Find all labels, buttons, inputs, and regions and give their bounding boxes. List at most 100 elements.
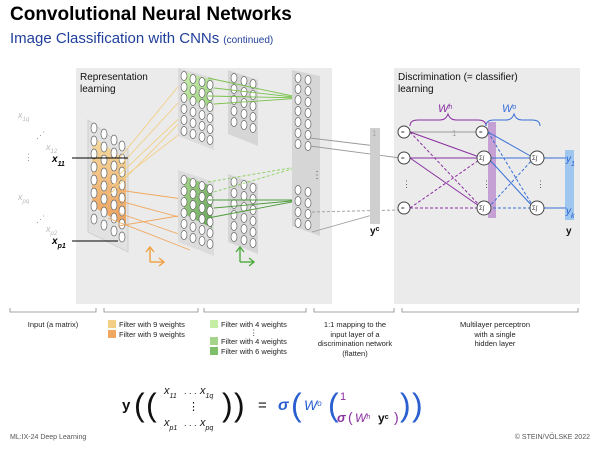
conv1-neuron [198,121,206,131]
pooled-neuron [294,84,302,94]
conv-to-pool-connections [207,77,303,219]
formula-paren-close-purple: ) [394,409,399,425]
input-neuron [110,186,118,198]
pooled-neuron [304,209,312,219]
formula-paren-open-outer: ( [134,387,145,423]
input-neuron [90,135,98,147]
discrimination-panel [394,68,580,304]
legend-item-green-1: Filter with 4 weights [210,320,287,329]
page-subtitle: Image Classification with CNNs (continued… [10,30,273,47]
input-node-eq-3: = [401,206,405,212]
label-x11: x11 [51,154,65,168]
conv2-neuron [240,109,248,119]
legend-orange: Filter with 9 weights Filter with 9 weig… [108,320,185,339]
formula-paren-open-purple: ( [348,409,353,425]
pooled-neuron [304,97,312,107]
mid-one-label: 1 [452,129,457,138]
mlp-hidden-dots: ⋮ [482,179,491,189]
pooled-neuron [304,187,312,197]
conv1-neuron [198,236,206,246]
label-x1q: x1q [17,110,30,123]
conv2-neuron [240,120,248,130]
conv1-neuron [180,219,188,229]
conv2-neuron [249,227,257,237]
conv1-neuron [206,135,214,145]
representation-panel-title: Representation learning [80,72,148,95]
pooled-neuron [304,108,312,118]
conv2-neuron [240,98,248,108]
cnn-diagram: ⋮ 1 yc Wh Wo 1 [9,68,580,313]
conv2-neuron [249,79,257,89]
conv1-neuron [180,71,188,81]
legend-label-green-1: Filter with 4 weights [221,320,287,329]
caption-flatten-line-2: input layer of a [330,329,380,339]
pooled-neuron [304,86,312,96]
conv1-neuron [198,181,206,191]
conv2-neuron [230,210,238,220]
legend-swatch-orange-1 [108,320,116,328]
conv1-neuron [180,82,188,92]
conv2-neuron [230,117,238,127]
discrimination-panel-title: Discrimination (= classifier) learning [398,72,518,95]
input-neuron [90,122,98,134]
input-neuron [110,199,118,211]
wh-brace [409,112,487,127]
conv2-neuron [230,199,238,209]
conv1-neuron [198,77,206,87]
legend-label-green-3: Filter with 6 weights [221,347,287,356]
formula-one: 1 [340,391,346,403]
formula-m-dots-bottom: . . . [184,418,197,428]
conv1-neuron [189,129,197,139]
conv1-neuron [189,211,197,221]
input-neuron [100,141,108,153]
input-node-eq-2: = [401,156,405,162]
conv1-neuron [198,225,206,235]
legend-item-green-dots: ⋮ [250,328,258,337]
conv2-neuron [230,177,238,187]
formula-paren-close-inner: ) [222,387,233,423]
yc-one-label: 1 [372,129,377,138]
output-sum-2: Σ∫ [532,205,538,212]
formula-m-dots-top: . . . [184,386,197,396]
legend-item-green-2: Filter with 4 weights [210,337,287,346]
input-dots-bottom: ⋰ [36,214,45,224]
conv2-neuron [240,224,248,234]
pooled-neuron [294,185,302,195]
pooled-neuron [304,220,312,230]
formula-sigma-outer: σ [278,397,290,414]
conv2-neuron [230,73,238,83]
legend-swatch-green-2 [210,337,218,345]
formula-paren-close-outer: ) [234,387,245,423]
flatten-connections [309,137,401,233]
y1-label: y1 [565,154,575,168]
conv1-neuron [198,110,206,120]
yc-vector [370,128,380,224]
conv1-neuron [180,104,188,114]
legend-swatch-green-1 [210,320,218,328]
conv1-neuron [206,206,214,216]
conv1-neuron [189,233,197,243]
conv2-neuron [240,202,248,212]
pooled-neuron [294,139,302,149]
input-dots-left: ⋮ [24,152,33,162]
input-node-eq-1: = [401,130,405,136]
legend-swatch-green-3 [210,347,218,355]
pooled-neuron [304,75,312,85]
hidden-node-eq-1: = [479,130,483,136]
conv2-neuron [240,235,248,245]
conv1-neuron [206,184,214,194]
conv1-neuron [189,74,197,84]
conv2-neuron [230,106,238,116]
label-xpq: xpq [17,192,30,205]
conv1-neuron [189,200,197,210]
conv1-neuron [189,107,197,117]
caption-mlp-line-1: Multilayer perceptron [459,320,531,329]
caption-flatten-line-1: 1:1 mapping to the [323,320,387,329]
legend-swatch-orange-2 [108,330,116,338]
input-neuron [90,200,98,212]
conv1-neuron [189,85,197,95]
formula-yc: yc [378,411,389,425]
formula-m-bl: xp1 [163,417,177,432]
caption-input: Input (a matrix) [27,320,79,329]
input-neuron [100,154,108,166]
